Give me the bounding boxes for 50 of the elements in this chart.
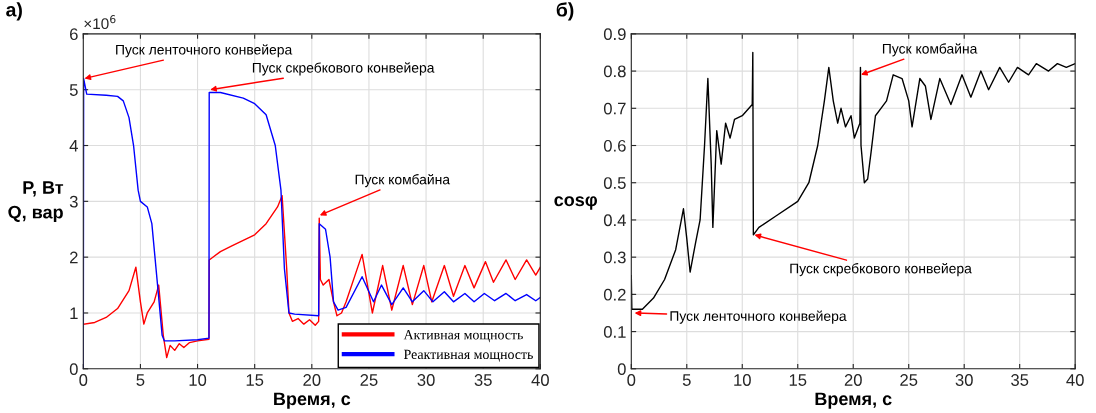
y-tick-label: 2 [70,251,78,264]
y-tick-label: 0.6 [603,139,626,152]
legend-label: Реактивная мощность [403,349,533,362]
y-tick-label: 4 [69,140,78,152]
x-tick-label: 30 [955,374,973,386]
annotation: Пуск комбайна [355,173,451,188]
y-tick-label: 0.9 [603,28,626,41]
text: ×10$^{6}$ [84,15,116,30]
y-tick-label: 0.8 [603,65,626,78]
annotation: Пуск скребкового конвейера [252,62,435,76]
annotation: Пуск ленточного конвейера [670,310,847,324]
annotation: Пуск ленточного конвейера [116,44,293,58]
x-axis-title: Время, с [815,392,892,409]
x-tick-label: 35 [474,374,492,386]
x-tick-label: 25 [900,374,918,386]
y-tick-label: 3 [69,195,78,208]
chart-title: б) [556,2,574,21]
annotation: Пуск скребкового конвейера [790,262,972,277]
x-tick-label: 5 [682,374,691,386]
x-tick-label: 40 [531,374,549,386]
y-axis-title: P, Вт Q, вар [8,181,64,223]
x-tick-label: 25 [360,374,378,386]
x-tick-label: 20 [303,374,321,386]
x-tick-label: 0 [627,374,636,386]
x-axis-title: Время, с [274,392,351,409]
chart-title: а) [6,2,22,21]
x-tick-label: 35 [1011,374,1029,386]
annotation: Пуск комбайна [882,43,978,57]
legend-label: Активная мощность [403,330,523,343]
y-tick-label: 1 [70,307,78,320]
y-tick-label: 0.2 [603,288,626,301]
x-tick-label: 10 [734,374,751,386]
y-tick-label: 0.5 [603,177,626,189]
y-tick-label: 0 [617,363,626,376]
y-tick-label: 0 [69,363,78,376]
x-tick-label: 10 [189,374,207,386]
x-tick-label: 5 [136,374,145,386]
x-tick-label: 30 [417,374,435,386]
y-tick-label: 6 [70,28,78,41]
x-tick-label: 15 [246,374,264,386]
y-tick-label: 0.7 [603,102,626,115]
y-tick-label: 5 [69,84,78,96]
x-tick-label: 20 [844,374,862,386]
y-tick-label: 0.4 [603,214,626,227]
x-tick-label: 40 [1066,374,1084,386]
y-axis-title: cosφ [554,196,598,210]
y-tick-label: 0.1 [603,325,626,338]
y-tick-label: 0.3 [603,251,626,264]
x-tick-label: 0 [79,374,88,386]
x-tick-label: 15 [789,374,807,386]
